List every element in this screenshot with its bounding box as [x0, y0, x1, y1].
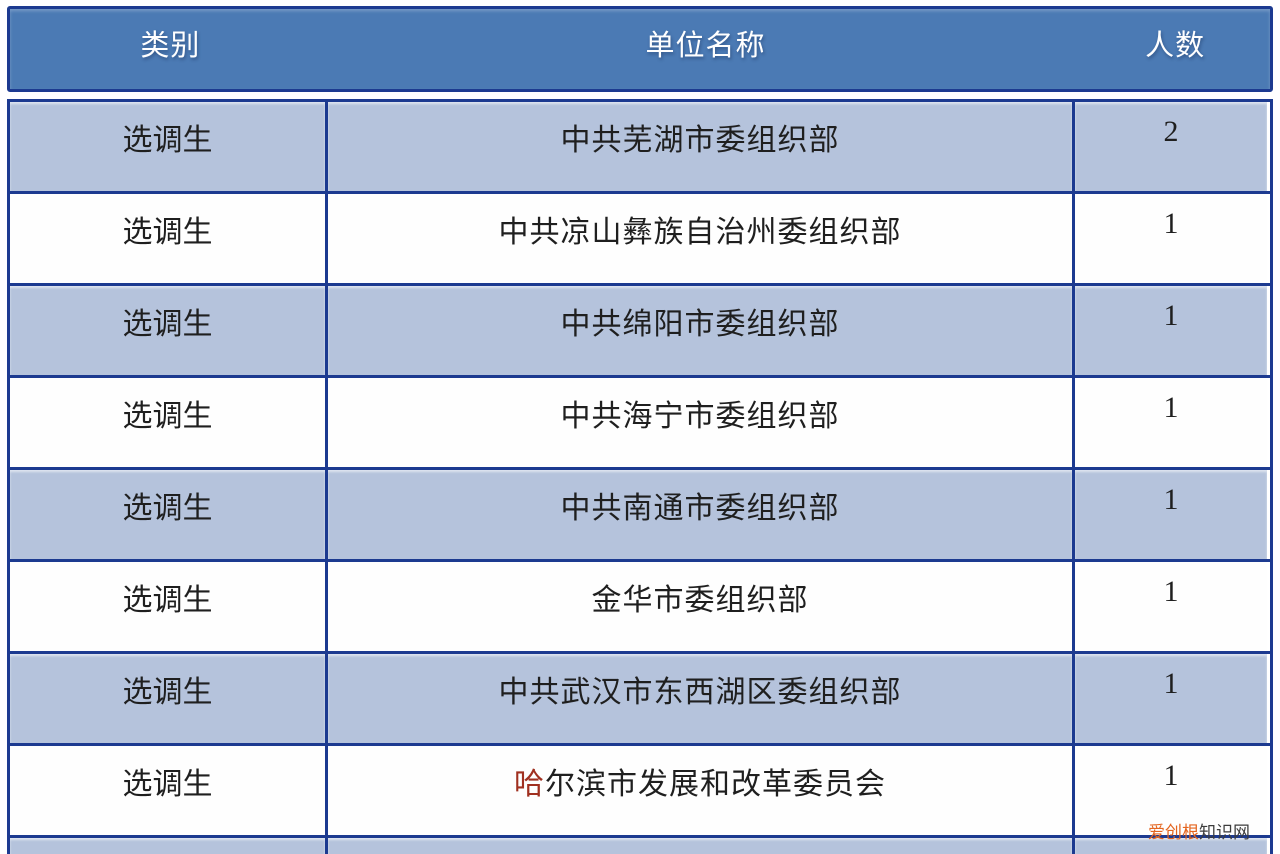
- table-row: 选调生 中共绵阳市委组织部 1: [10, 286, 1270, 378]
- cell-category: 选调生: [10, 102, 328, 191]
- table-row: 选调生 中共芜湖市委组织部 2: [10, 102, 1270, 194]
- table-row-partial: [10, 838, 1270, 854]
- table-row: 选调生 中共武汉市东西湖区委组织部 1: [10, 654, 1270, 746]
- cell-category: 选调生: [10, 746, 328, 835]
- table-row: 选调生 金华市委组织部 1: [10, 562, 1270, 654]
- cell-count: 1: [1075, 194, 1267, 283]
- site-watermark: 爱创根知识网: [1148, 818, 1250, 843]
- cell-count: [1075, 838, 1267, 854]
- table-row: 选调生 中共凉山彝族自治州委组织部 1: [10, 194, 1270, 286]
- table-row: 选调生 哈尔滨市发展和改革委员会 1: [10, 746, 1270, 838]
- table-row: 选调生 中共南通市委组织部 1: [10, 470, 1270, 562]
- cell-unit-name: [328, 838, 1075, 854]
- cell-category: 选调生: [10, 654, 328, 743]
- watermark-suffix-text: 知识网: [1199, 823, 1250, 842]
- cell-count: 1: [1075, 562, 1267, 651]
- cell-count: 1: [1075, 746, 1267, 835]
- data-table-body: 选调生 中共芜湖市委组织部 2 选调生 中共凉山彝族自治州委组织部 1 选调生 中共绵阳市委组…: [7, 99, 1273, 854]
- cell-category: [10, 838, 328, 854]
- cell-unit-name: 中共芜湖市委组织部: [328, 102, 1075, 191]
- cell-category: 选调生: [10, 562, 328, 651]
- cell-count: 1: [1075, 378, 1267, 467]
- watermark-brand-text: 爱创根: [1148, 823, 1199, 842]
- cell-category: 选调生: [10, 378, 328, 467]
- cell-category: 选调生: [10, 286, 328, 375]
- header-cell-count: 人数: [1145, 30, 1206, 62]
- cell-category: 选调生: [10, 194, 328, 283]
- table-row: 选调生 中共海宁市委组织部 1: [10, 378, 1270, 470]
- cell-count: 1: [1075, 286, 1267, 375]
- cell-unit-name: 中共海宁市委组织部: [328, 378, 1075, 467]
- cell-unit-name: 中共绵阳市委组织部: [328, 286, 1075, 375]
- highlighted-character: 哈: [514, 768, 545, 801]
- cell-unit-name: 中共南通市委组织部: [328, 470, 1075, 559]
- cell-unit-name: 金华市委组织部: [328, 562, 1075, 651]
- cell-unit-name: 哈尔滨市发展和改革委员会: [328, 746, 1075, 835]
- header-cell-category: 类别: [140, 30, 201, 62]
- cell-count: 1: [1075, 654, 1267, 743]
- cell-unit-name: 中共武汉市东西湖区委组织部: [328, 654, 1075, 743]
- cell-count: 1: [1075, 470, 1267, 559]
- cell-category: 选调生: [10, 470, 328, 559]
- cell-count: 2: [1075, 102, 1267, 191]
- header-cell-unit: 单位名称: [645, 30, 766, 62]
- table-header-row: 类别 单位名称 人数: [7, 6, 1273, 92]
- cell-unit-name: 中共凉山彝族自治州委组织部: [328, 194, 1075, 283]
